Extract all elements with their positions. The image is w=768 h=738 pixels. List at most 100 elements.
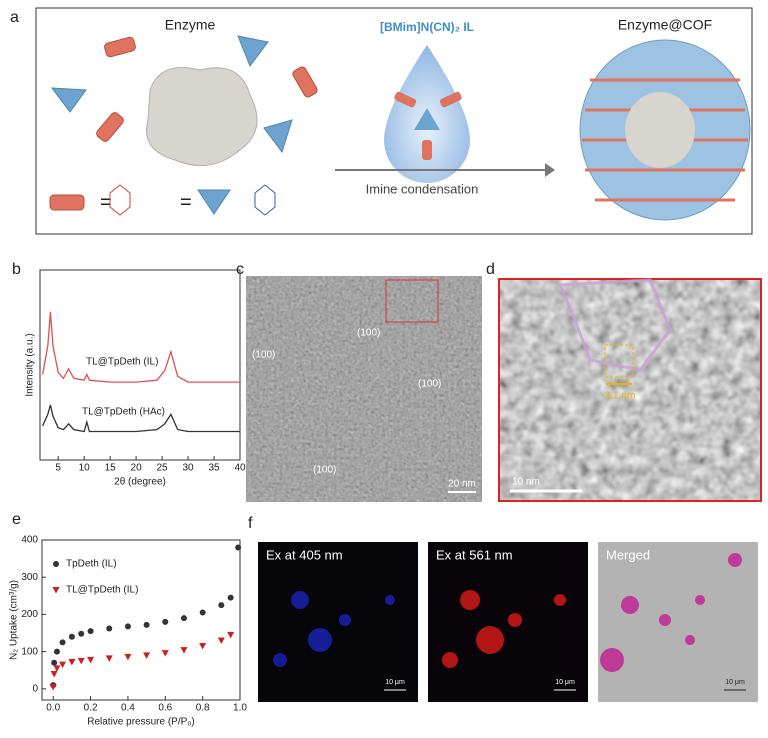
data-point [77,657,85,665]
cof-enzyme [625,92,695,168]
equals: = [100,191,112,213]
arrow-label: Imine condensation [366,181,479,196]
data-point [105,655,113,662]
data-point [68,633,75,640]
x-tick-label: 1.0 [233,703,247,714]
node-structure [254,184,276,216]
tem-image [246,276,482,502]
panel-f: f Ex at 405 nm Ex at 561 nm Merged 10 μm… [248,515,758,702]
data-point [161,650,169,657]
data-point [87,628,94,635]
node-icons [50,35,293,215]
scale-label: 10 μm [725,679,745,686]
data-point [53,648,60,655]
legend-label: TpDeth (IL) [66,559,117,570]
scale-label: 10 nm [512,477,540,488]
data-point [50,670,58,678]
data-point [49,683,57,691]
spacing-label: 3.1 nm [605,391,636,402]
data-point [227,594,234,601]
data-point [143,652,151,659]
y-tick-label: 0 [32,683,38,694]
scale-label: 10 μm [385,679,405,686]
drop-node [414,108,440,130]
x-tick-label: 20 [131,463,143,474]
linker-icons [49,36,318,211]
x-tick-label: 0.6 [158,703,172,714]
enzyme-title: Enzyme [165,17,216,33]
data-point [180,647,188,654]
lattice-label: (100) [357,328,380,339]
blue-signal [273,591,395,667]
arrow-head [545,163,555,177]
inset-box [385,279,439,323]
xrd-curve [42,404,240,433]
solvent-title: [BMim]N(CN)₂ IL [380,20,474,34]
x-axis-label: 2θ (degree) [114,477,166,488]
legend-label: TL@TpDeth (IL) [66,585,138,596]
y-tick-label: 400 [21,535,38,546]
data-point [68,659,76,666]
data-point [217,637,225,644]
y-axis-label: N₂ Uptake (cm³/g) [9,580,20,660]
scale-label: 20 nm [448,479,476,490]
data-point [124,653,132,661]
data-point [78,630,85,637]
data-point [106,625,113,632]
fluorescence-red [428,542,588,702]
data-point [199,609,206,616]
plot-frame [41,539,241,701]
product-title: Enzyme@COF [618,17,712,33]
panel-c: c (100) (100) (100) (100) 20 nm [236,261,482,502]
data-point [162,618,169,625]
x-axis-label: Relative pressure (P/P₀) [87,717,195,728]
equals: = [180,191,192,213]
panel-a: a Enzyme = = [BMim]N(CN)₂ IL Imine con [10,7,753,235]
image-frame [498,278,762,502]
series-label: TL@TpDeth (IL) [86,357,158,368]
panel-letter: f [248,515,253,532]
lattice-label: (100) [418,379,441,390]
legend-marker [52,587,60,594]
series-label: TL@TpDeth (HAc) [82,407,165,418]
legend-marker [53,561,59,567]
data-point [51,659,58,666]
lattice-label: (100) [252,350,275,361]
merged-signal [600,553,742,672]
data-point [143,621,150,628]
x-tick-label: 0.2 [84,703,98,714]
panel-letter: a [10,9,19,26]
data-point [59,639,66,646]
lattice-label: (100) [313,465,336,476]
data-point [180,615,187,622]
plot-frame [39,269,241,461]
x-tick-label: 5 [55,463,61,474]
drop-linkers [394,91,462,160]
enzyme-blob [146,67,258,167]
scale-label: 10 μm [555,679,575,686]
panel-d: d 3.1 nm 10 nm [486,261,762,502]
data-point [235,544,242,551]
x-tick-label: 0.0 [46,703,60,714]
red-signal [442,590,566,668]
x-tick-label: 10 [79,463,91,474]
structure-overlay [557,278,672,372]
x-tick-label: 30 [182,463,194,474]
data-point [124,623,131,630]
x-tick-label: 40 [234,463,246,474]
data-point [227,631,235,639]
y-tick-label: 300 [21,572,38,583]
data-point [59,661,67,669]
xrd-curve [41,311,240,383]
image-title: Ex at 561 nm [436,547,513,562]
data-point [199,643,207,650]
x-tick-label: 15 [105,463,117,474]
data-point [53,665,61,672]
merged-image [598,542,758,702]
fluorescence-blue [258,542,418,702]
data-point [218,602,225,609]
y-tick-label: 200 [21,609,38,620]
y-tick-label: 100 [21,646,38,657]
tem-tone [246,276,482,502]
x-tick-label: 0.8 [196,703,210,714]
